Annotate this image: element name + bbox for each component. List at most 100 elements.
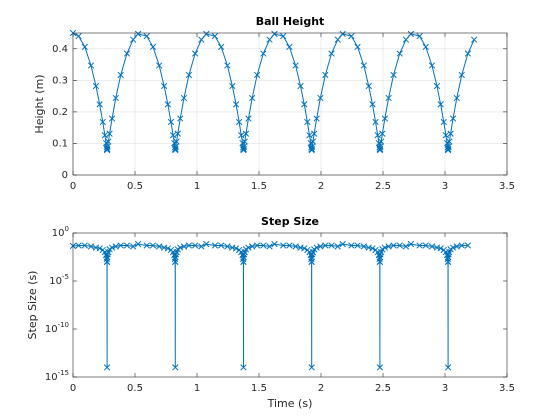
x-axis-label: Time (s) xyxy=(267,397,313,410)
x-tick-label: 1 xyxy=(194,383,200,394)
marker xyxy=(169,132,177,139)
marker xyxy=(301,245,308,252)
marker xyxy=(348,33,355,40)
marker xyxy=(260,242,267,249)
marker xyxy=(172,364,179,371)
marker xyxy=(240,143,248,150)
marker xyxy=(177,115,184,122)
marker xyxy=(245,244,252,251)
marker xyxy=(376,364,384,371)
marker xyxy=(464,242,472,249)
marker xyxy=(458,242,465,249)
marker xyxy=(396,50,403,57)
marker xyxy=(185,242,193,249)
y-tick-label: 10-10 xyxy=(45,321,69,335)
marker xyxy=(453,243,460,250)
marker xyxy=(156,62,163,69)
marker xyxy=(87,243,95,250)
marker xyxy=(167,118,175,126)
y-tick-label: 0 xyxy=(62,170,68,181)
marker xyxy=(464,50,472,57)
marker xyxy=(172,251,179,258)
marker xyxy=(232,245,240,252)
marker xyxy=(117,242,124,249)
marker xyxy=(218,242,225,249)
marker xyxy=(103,258,111,265)
marker xyxy=(440,118,447,126)
marker xyxy=(374,132,381,139)
marker xyxy=(211,242,219,249)
marker xyxy=(245,115,252,122)
marker xyxy=(360,243,367,250)
marker xyxy=(241,138,248,145)
y-tick-label: 0.2 xyxy=(52,107,68,118)
marker xyxy=(249,243,256,250)
marker xyxy=(172,143,179,150)
axes-title: Step Size xyxy=(261,215,319,228)
marker xyxy=(446,138,453,145)
marker xyxy=(108,115,116,122)
marker xyxy=(149,43,157,51)
x-tick-label: 3.5 xyxy=(499,181,515,192)
marker xyxy=(134,240,142,248)
marker xyxy=(348,242,355,249)
marker xyxy=(149,242,157,249)
marker xyxy=(470,36,478,43)
marker xyxy=(428,243,436,250)
marker xyxy=(180,94,188,102)
marker xyxy=(445,251,452,258)
marker xyxy=(308,364,315,371)
marker xyxy=(240,258,247,265)
marker xyxy=(304,118,311,126)
axes-title: Ball Height xyxy=(256,15,325,28)
marker xyxy=(292,62,299,69)
marker xyxy=(160,244,168,251)
marker xyxy=(328,242,335,249)
marker xyxy=(240,364,247,371)
marker xyxy=(377,143,384,150)
marker xyxy=(224,243,231,250)
marker xyxy=(112,243,119,250)
marker xyxy=(87,62,95,69)
marker xyxy=(365,244,372,251)
marker xyxy=(177,244,184,251)
marker xyxy=(313,115,320,122)
marker xyxy=(416,33,423,40)
marker xyxy=(449,115,457,122)
marker xyxy=(96,245,103,252)
marker xyxy=(322,242,329,249)
x-tick-label: 1 xyxy=(194,181,200,192)
marker xyxy=(407,30,415,38)
marker xyxy=(437,101,444,108)
marker xyxy=(306,132,313,139)
marker xyxy=(99,118,106,126)
marker xyxy=(266,243,273,250)
marker xyxy=(334,243,341,250)
x-tick-label: 2.5 xyxy=(375,181,391,192)
marker xyxy=(433,82,441,90)
marker xyxy=(309,143,316,150)
marker xyxy=(129,243,137,250)
y-tick-label: 10-15 xyxy=(45,369,69,383)
marker xyxy=(198,243,205,250)
marker xyxy=(365,82,372,90)
marker xyxy=(81,43,88,51)
marker xyxy=(92,244,100,251)
marker xyxy=(402,243,410,250)
marker xyxy=(444,258,452,265)
marker xyxy=(385,243,392,250)
marker xyxy=(311,130,318,137)
marker xyxy=(108,244,116,251)
marker xyxy=(280,33,287,40)
plot-area xyxy=(73,233,507,377)
marker xyxy=(75,33,82,40)
marker xyxy=(229,82,236,90)
marker xyxy=(381,115,389,122)
marker xyxy=(211,33,219,40)
marker xyxy=(160,82,168,90)
x-tick-label: 1.5 xyxy=(251,383,267,394)
marker xyxy=(253,242,261,249)
marker xyxy=(260,50,267,57)
x-tick-label: 0 xyxy=(70,181,76,192)
marker xyxy=(428,62,436,69)
